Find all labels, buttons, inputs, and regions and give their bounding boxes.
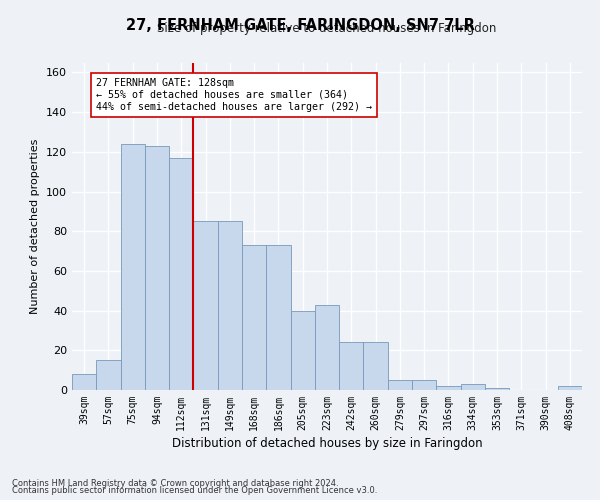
Bar [558, 386, 582, 390]
Bar [364, 342, 388, 390]
Text: 27 FERNHAM GATE: 128sqm
← 55% of detached houses are smaller (364)
44% of semi-d: 27 FERNHAM GATE: 128sqm ← 55% of detache… [96, 78, 372, 112]
Title: Size of property relative to detached houses in Faringdon: Size of property relative to detached ho… [157, 22, 497, 35]
Bar [388, 380, 412, 390]
Text: Contains public sector information licensed under the Open Government Licence v3: Contains public sector information licen… [12, 486, 377, 495]
Bar [412, 380, 436, 390]
Bar [218, 222, 242, 390]
Bar [485, 388, 509, 390]
Bar [193, 222, 218, 390]
Text: Contains HM Land Registry data © Crown copyright and database right 2024.: Contains HM Land Registry data © Crown c… [12, 478, 338, 488]
X-axis label: Distribution of detached houses by size in Faringdon: Distribution of detached houses by size … [172, 437, 482, 450]
Bar [315, 304, 339, 390]
Bar [121, 144, 145, 390]
Bar [436, 386, 461, 390]
Bar [96, 360, 121, 390]
Y-axis label: Number of detached properties: Number of detached properties [31, 138, 40, 314]
Bar [266, 245, 290, 390]
Bar [461, 384, 485, 390]
Bar [169, 158, 193, 390]
Bar [242, 245, 266, 390]
Bar [145, 146, 169, 390]
Bar [339, 342, 364, 390]
Text: 27, FERNHAM GATE, FARINGDON, SN7 7LR: 27, FERNHAM GATE, FARINGDON, SN7 7LR [125, 18, 475, 32]
Bar [72, 374, 96, 390]
Bar [290, 310, 315, 390]
